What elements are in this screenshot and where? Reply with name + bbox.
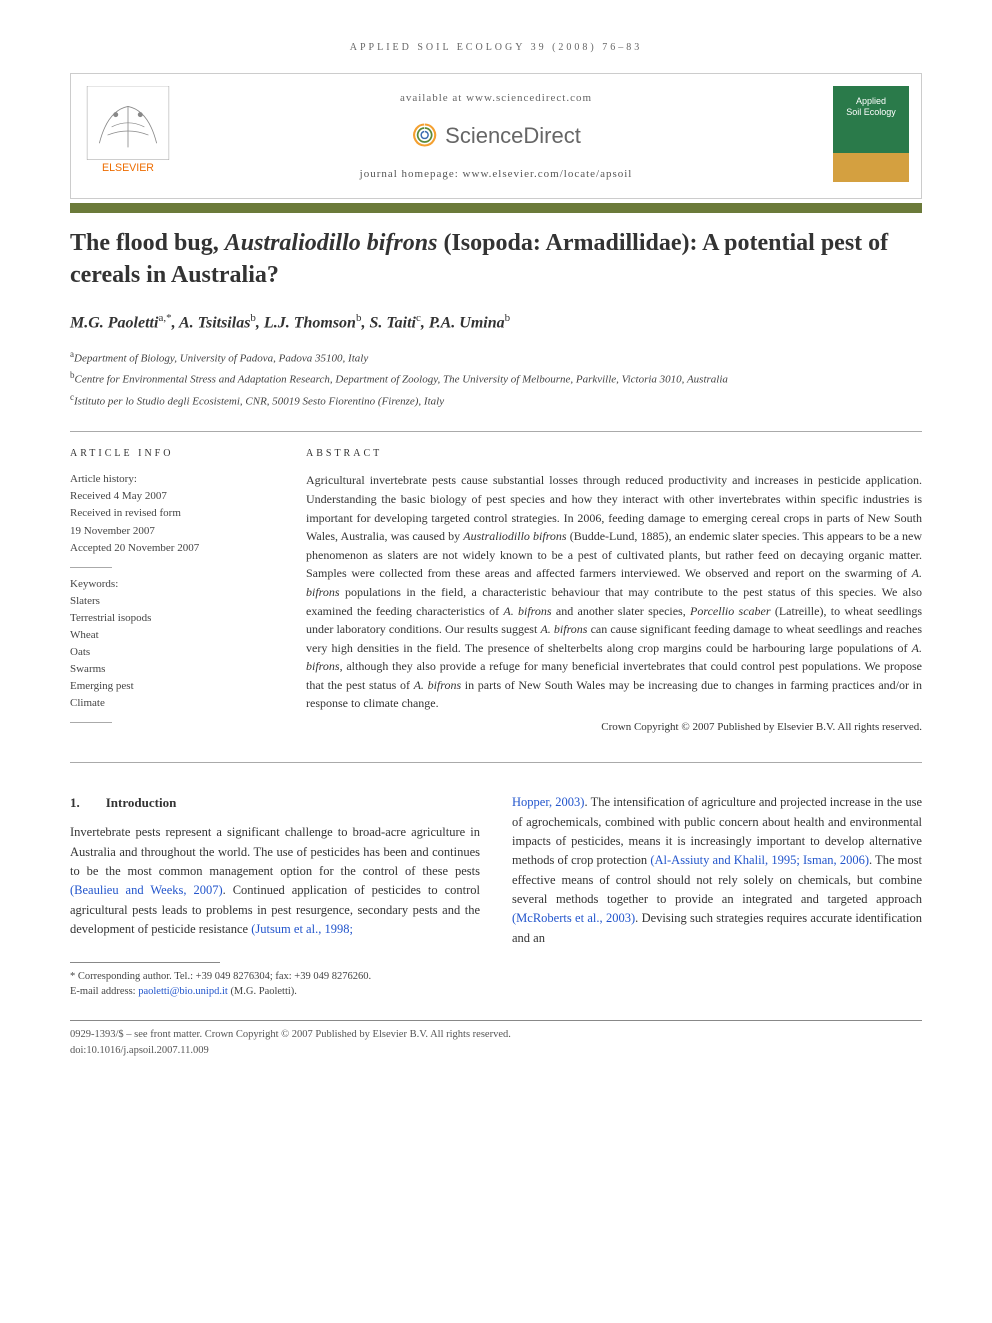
elsevier-logo: ELSEVIER — [83, 86, 173, 176]
cover-title-1: Applied — [856, 96, 886, 107]
doi-line: doi:10.1016/j.apsoil.2007.11.009 — [70, 1043, 922, 1059]
citation-link[interactable]: (Al-Assiuty and Khalil, 1995; Isman, 200… — [650, 853, 869, 867]
abstract-copyright: Crown Copyright © 2007 Published by Else… — [306, 719, 922, 736]
abstract-head: ABSTRACT — [306, 446, 922, 462]
body-para-2: Hopper, 2003). The intensification of ag… — [512, 793, 922, 948]
section-title: Introduction — [106, 795, 177, 810]
svg-text:ELSEVIER: ELSEVIER — [102, 162, 154, 174]
mini-divider — [70, 567, 112, 568]
article-info-head: ARTICLE INFO — [70, 446, 270, 462]
author-email-link[interactable]: paoletti@bio.unipd.it — [138, 986, 228, 997]
email-tail: (M.G. Paoletti). — [228, 986, 297, 997]
email-line: E-mail address: paoletti@bio.unipd.it (M… — [70, 984, 480, 1000]
sciencedirect-swirl-icon — [411, 121, 439, 149]
title-pre: The flood bug, — [70, 230, 225, 256]
abstract-text: Agricultural invertebrate pests cause su… — [306, 471, 922, 713]
mini-divider-2 — [70, 722, 112, 723]
body-col-right: Hopper, 2003). The intensification of ag… — [512, 793, 922, 1000]
affiliations: aDepartment of Biology, University of Pa… — [70, 347, 922, 411]
keyword-item: Swarms — [70, 661, 270, 678]
running-head: APPLIED SOIL ECOLOGY 39 (2008) 76–83 — [70, 40, 922, 55]
body-col-left: 1. Introduction Invertebrate pests repres… — [70, 793, 480, 1000]
info-abstract-row: ARTICLE INFO Article history: Received 4… — [70, 446, 922, 736]
footnotes: * Corresponding author. Tel.: +39 049 82… — [70, 969, 480, 1001]
title-species: Australiodillo bifrons — [225, 230, 438, 256]
keywords-list: SlatersTerrestrial isopodsWheatOatsSwarm… — [70, 593, 270, 712]
cover-title-2: Soil Ecology — [846, 107, 896, 118]
title-color-bar — [70, 203, 922, 213]
footnote-separator — [70, 962, 220, 963]
article-info-column: ARTICLE INFO Article history: Received 4… — [70, 446, 270, 736]
divider-2 — [70, 762, 922, 763]
citation-link[interactable]: Hopper, 2003) — [512, 795, 584, 809]
sciencedirect-logo[interactable]: ScienceDirect — [411, 119, 581, 152]
front-matter-line: 0929-1393/$ – see front matter. Crown Co… — [70, 1027, 922, 1043]
abstract-column: ABSTRACT Agricultural invertebrate pests… — [306, 446, 922, 736]
journal-cover-thumbnail: Applied Soil Ecology — [833, 86, 909, 182]
body-two-columns: 1. Introduction Invertebrate pests repres… — [70, 793, 922, 1000]
accepted-date: Accepted 20 November 2007 — [70, 540, 270, 557]
keywords-label: Keywords: — [70, 576, 270, 593]
keyword-item: Emerging pest — [70, 678, 270, 695]
revised-line2: 19 November 2007 — [70, 523, 270, 540]
citation-link[interactable]: (Beaulieu and Weeks, 2007) — [70, 883, 223, 897]
keyword-item: Climate — [70, 695, 270, 712]
affiliation-b: bCentre for Environmental Stress and Ada… — [70, 368, 922, 389]
section-number: 1. — [70, 795, 80, 810]
keyword-item: Slaters — [70, 593, 270, 610]
citation-link[interactable]: (McRoberts et al., 2003) — [512, 911, 635, 925]
sciencedirect-text: ScienceDirect — [445, 119, 581, 152]
divider — [70, 431, 922, 432]
corresponding-author: * Corresponding author. Tel.: +39 049 82… — [70, 969, 480, 985]
keyword-item: Oats — [70, 644, 270, 661]
keyword-item: Terrestrial isopods — [70, 610, 270, 627]
keyword-item: Wheat — [70, 627, 270, 644]
article-title: The flood bug, Australiodillo bifrons (I… — [70, 227, 922, 292]
history-label: Article history: — [70, 471, 270, 488]
journal-homepage-link[interactable]: journal homepage: www.elsevier.com/locat… — [91, 166, 901, 183]
body-para-1: Invertebrate pests represent a significa… — [70, 823, 480, 939]
availability-line: available at www.sciencedirect.com — [91, 90, 901, 107]
affiliation-c: cIstituto per lo Studio degli Ecosistemi… — [70, 390, 922, 411]
revised-line1: Received in revised form — [70, 505, 270, 522]
section-heading: 1. Introduction — [70, 793, 480, 813]
citation-link[interactable]: (Jutsum et al., 1998; — [251, 922, 353, 936]
affiliation-a: aDepartment of Biology, University of Pa… — [70, 347, 922, 368]
received-date: Received 4 May 2007 — [70, 488, 270, 505]
author-list: M.G. Paolettia,*, A. Tsitsilasb, L.J. Th… — [70, 310, 922, 335]
journal-header: ELSEVIER Applied Soil Ecology available … — [70, 73, 922, 199]
bottom-rule — [70, 1020, 922, 1021]
email-label: E-mail address: — [70, 986, 138, 997]
